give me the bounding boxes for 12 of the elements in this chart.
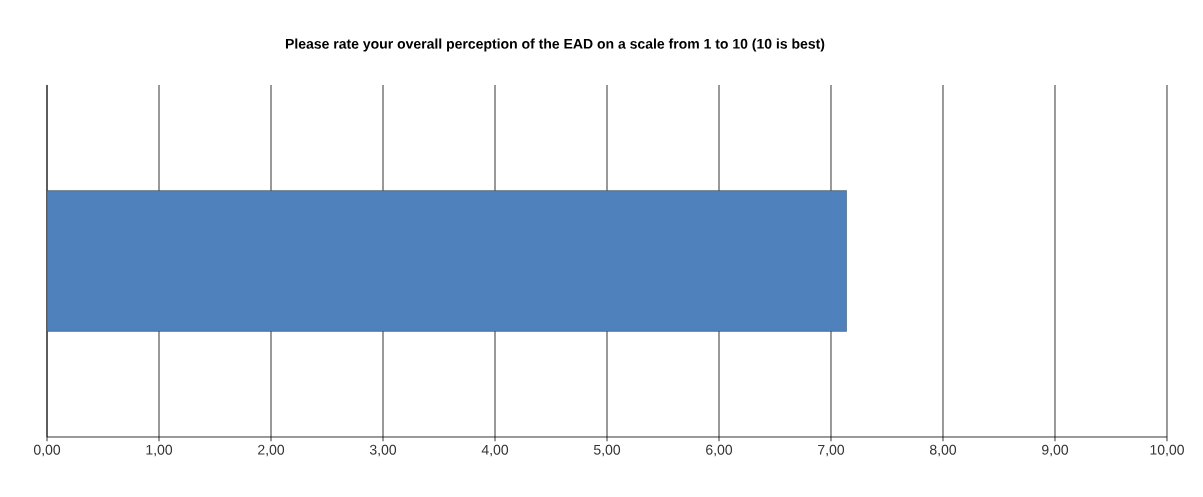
x-tick-label: 1,00 <box>146 444 173 457</box>
x-tick-label: 8,00 <box>929 444 957 457</box>
x-tick-label: 6,00 <box>706 444 733 457</box>
x-tick-label: 4,00 <box>481 444 509 457</box>
x-tick-label: 5,00 <box>593 444 621 457</box>
x-tick-label: 10,00 <box>1150 444 1184 457</box>
chart-title: Please rate your overall perception of the EAD on a scale from 1 to 10 (10 is best) <box>285 38 825 52</box>
x-tick-label: 9,00 <box>1042 444 1069 457</box>
x-tick-label: 0,00 <box>33 444 61 457</box>
x-tick-label: 3,00 <box>369 444 397 457</box>
x-tick-label: 2,00 <box>258 444 285 457</box>
x-tick-label: 7,00 <box>818 444 845 457</box>
